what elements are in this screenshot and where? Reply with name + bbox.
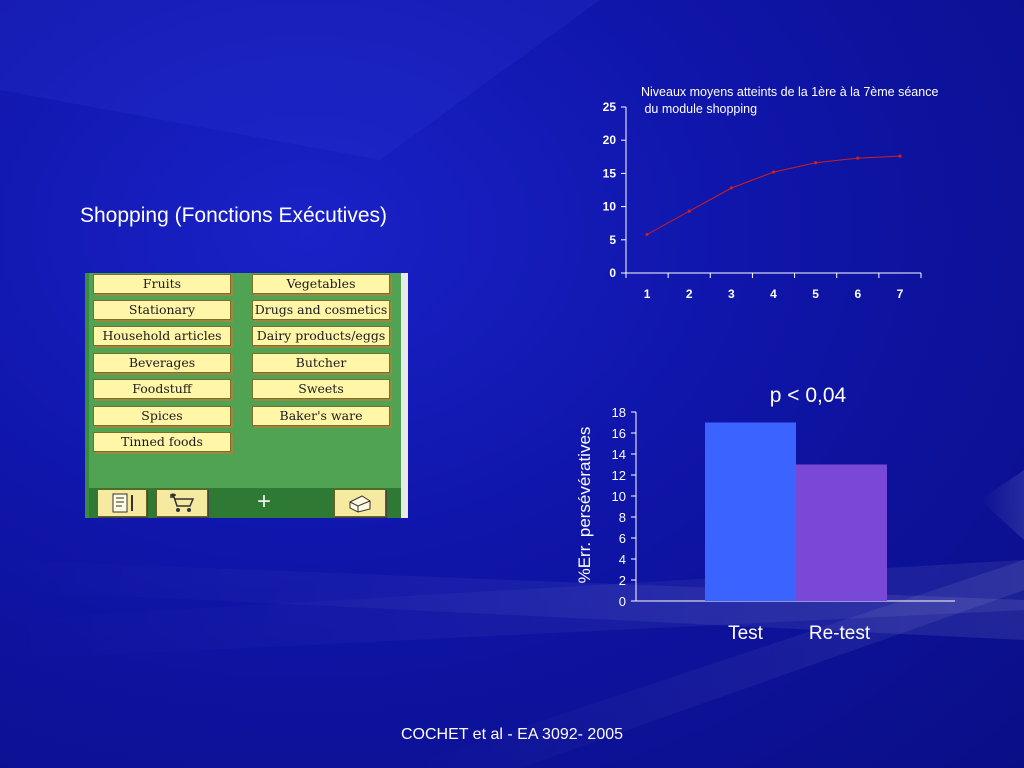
wallet-icon bbox=[349, 495, 371, 513]
category-household-articles[interactable]: Household articles bbox=[93, 326, 231, 346]
slide-title: Shopping (Fonctions Exécutives) bbox=[80, 204, 387, 227]
bar-chart-ytick-label: 0 bbox=[619, 594, 626, 609]
category-butcher[interactable]: Butcher bbox=[252, 353, 390, 373]
line-chart-xtick-label: 3 bbox=[728, 287, 735, 301]
add-button[interactable]: + bbox=[256, 488, 271, 515]
line-chart-ytick-label: 20 bbox=[603, 133, 617, 147]
bar-chart-ylabel: %Err. persévératives bbox=[575, 427, 594, 584]
bar-chart-title: p < 0,04 bbox=[770, 384, 847, 407]
line-chart-ytick-label: 15 bbox=[603, 166, 617, 180]
line-chart-point bbox=[814, 161, 818, 165]
category-stationary[interactable]: Stationary bbox=[93, 300, 231, 320]
panel-scrollbar[interactable] bbox=[401, 273, 408, 518]
category-fruits[interactable]: Fruits bbox=[93, 274, 231, 294]
bar-chart-category-label: Re-test bbox=[809, 623, 871, 644]
line-chart-ytick-label: 25 bbox=[603, 100, 617, 114]
bar-chart-ytick-label: 2 bbox=[619, 573, 626, 588]
line-chart-point bbox=[645, 232, 649, 237]
line-chart-ytick-label: 5 bbox=[609, 233, 616, 247]
bar-chart-ytick-label: 16 bbox=[612, 426, 626, 441]
category-spices[interactable]: Spices bbox=[93, 406, 231, 426]
category-dairy-products-eggs[interactable]: Dairy products/eggs bbox=[252, 326, 390, 346]
line-chart-xtick-label: 4 bbox=[770, 287, 777, 301]
bar-chart-ytick-label: 4 bbox=[619, 552, 626, 567]
line-chart-point bbox=[856, 156, 860, 160]
line-chart-xtick-label: 7 bbox=[897, 287, 904, 301]
category-beverages[interactable]: Beverages bbox=[93, 353, 231, 373]
line-chart-ytick-label: 0 bbox=[609, 266, 616, 280]
category-bakers-ware[interactable]: Baker's ware bbox=[252, 406, 390, 426]
bar-chart-category-label: Test bbox=[728, 623, 764, 644]
bar-test bbox=[705, 422, 796, 601]
wallet-button[interactable] bbox=[334, 489, 386, 517]
line-chart-xtick-label: 5 bbox=[812, 287, 819, 301]
line-chart-title-line1: Niveaux moyens atteints de la 1ère à la … bbox=[641, 85, 938, 99]
category-foodstuff[interactable]: Foodstuff bbox=[93, 379, 231, 399]
line-chart-xtick-label: 6 bbox=[854, 287, 861, 301]
bar-chart-ytick-label: 14 bbox=[612, 447, 626, 462]
panel-left-edge bbox=[85, 273, 89, 518]
line-chart-title-line2: du module shopping bbox=[641, 102, 757, 116]
shopping-cart-icon bbox=[170, 493, 195, 512]
bar-chart-ytick-label: 18 bbox=[612, 405, 626, 420]
line-chart-series-line bbox=[646, 155, 900, 235]
category-drugs-and-cosmetics[interactable]: Drugs and cosmetics bbox=[252, 300, 390, 320]
bar-chart-ytick-label: 6 bbox=[619, 531, 626, 546]
shopping-cart-button[interactable] bbox=[156, 489, 208, 517]
line-chart-xtick-label: 2 bbox=[686, 287, 693, 301]
shopping-list-button[interactable] bbox=[97, 489, 147, 517]
bar-chart-ytick-label: 8 bbox=[619, 510, 626, 525]
bar-chart-ytick-label: 12 bbox=[612, 468, 626, 483]
line-chart-xtick-label: 1 bbox=[644, 287, 651, 301]
category-sweets[interactable]: Sweets bbox=[252, 379, 390, 399]
line-chart-point bbox=[898, 154, 902, 158]
bar-chart-ytick-label: 10 bbox=[612, 489, 626, 504]
line-chart-point bbox=[771, 170, 776, 174]
shopping-list-icon bbox=[112, 493, 133, 513]
bar-re-test bbox=[796, 464, 887, 601]
category-vegetables[interactable]: Vegetables bbox=[252, 274, 390, 294]
line-chart-ytick-label: 10 bbox=[603, 200, 617, 214]
slide-footer: COCHET et al - EA 3092- 2005 bbox=[400, 726, 624, 743]
category-tinned-foods[interactable]: Tinned foods bbox=[93, 432, 231, 452]
line-chart-point bbox=[687, 209, 691, 213]
shopping-panel: Fruits Stationary Household articles Bev… bbox=[85, 273, 408, 518]
line-chart-point bbox=[729, 186, 733, 190]
